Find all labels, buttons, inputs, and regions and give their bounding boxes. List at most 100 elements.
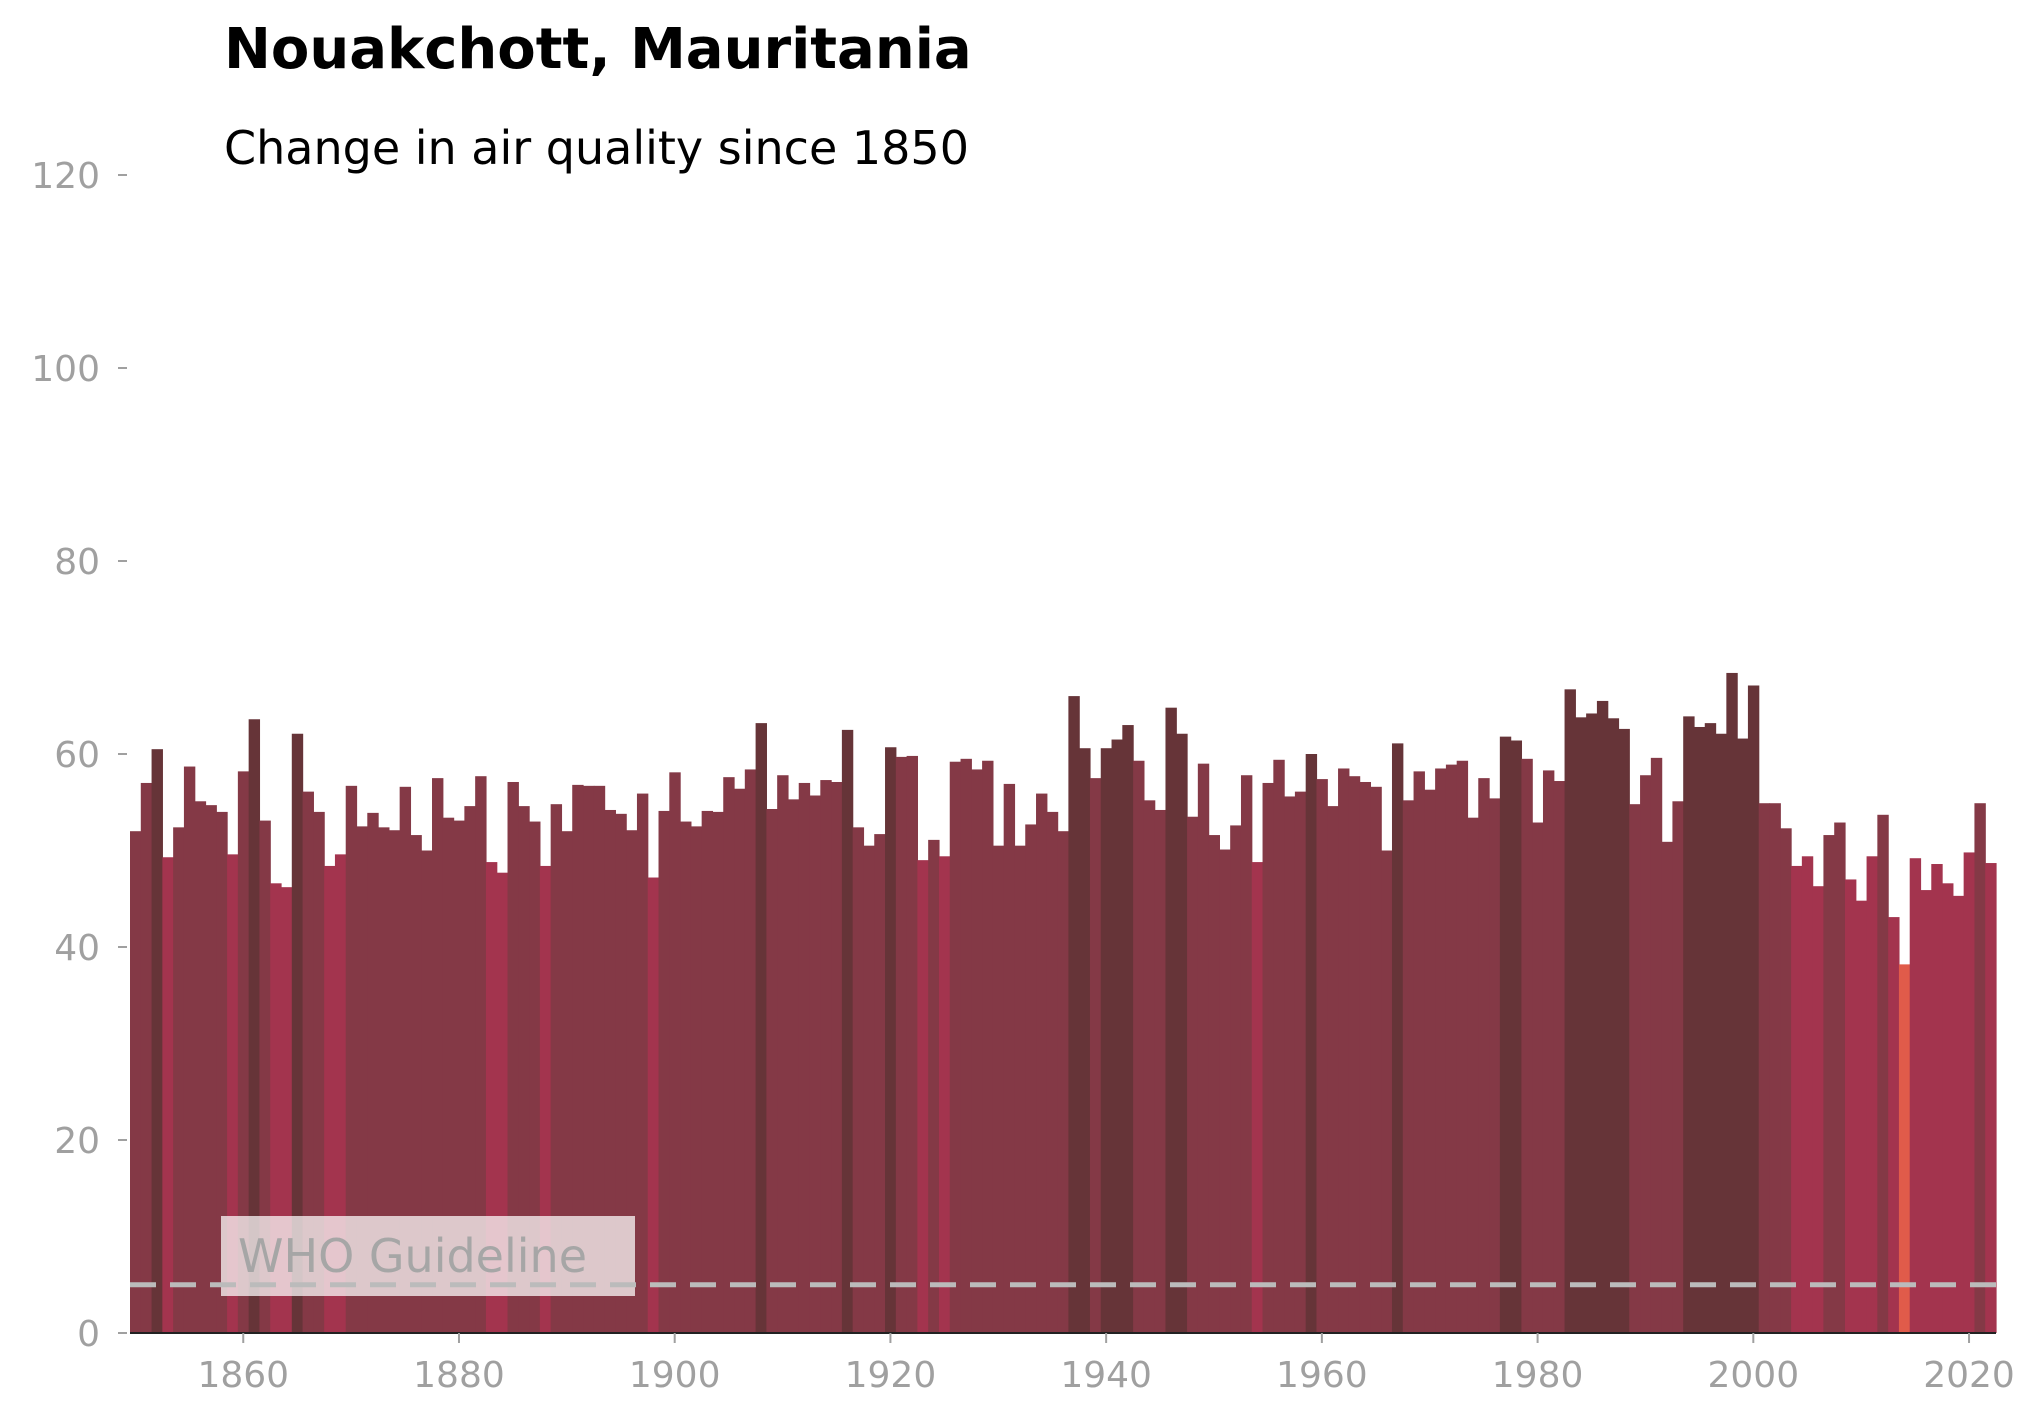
- bar-1931: [1003, 783, 1016, 1333]
- bar-1979: [1521, 758, 1533, 1333]
- bar-1872: [367, 812, 379, 1333]
- bar-1989: [1629, 804, 1641, 1333]
- bar-1994: [1683, 716, 1695, 1333]
- bar-1961: [1327, 806, 1339, 1333]
- bar-1857: [205, 805, 217, 1333]
- bar-2014: [1898, 964, 1911, 1333]
- bar-1874: [388, 830, 401, 1333]
- bar-2013: [1888, 917, 1900, 1333]
- bar-1868: [324, 865, 336, 1333]
- bar-1945: [1154, 809, 1167, 1333]
- bar-1949: [1197, 763, 1210, 1333]
- bar-1938: [1079, 748, 1091, 1333]
- bar-1941: [1111, 739, 1123, 1333]
- bar-1904: [712, 811, 724, 1333]
- bar-1948: [1187, 816, 1199, 1333]
- y-tick-label: 120: [31, 156, 100, 197]
- bar-1909: [766, 809, 778, 1333]
- bar-1963: [1348, 776, 1361, 1333]
- bar-1947: [1176, 733, 1188, 1333]
- bar-1930: [992, 845, 1005, 1333]
- bar-2016: [1920, 890, 1932, 1333]
- bar-1914: [820, 780, 832, 1333]
- bar-2017: [1931, 864, 1943, 1333]
- bar-1918: [863, 845, 875, 1333]
- x-tick-label: 2020: [1923, 1355, 2015, 1396]
- bar-1939: [1089, 778, 1102, 1334]
- bar-1862: [259, 820, 271, 1333]
- bar-1990: [1640, 775, 1652, 1333]
- bar-1987: [1607, 718, 1620, 1333]
- bar-1927: [960, 758, 972, 1333]
- bar-2009: [1844, 879, 1857, 1333]
- bar-1929: [982, 760, 994, 1333]
- bar-1968: [1402, 800, 1415, 1333]
- bar-1875: [399, 786, 412, 1333]
- bar-1971: [1435, 768, 1447, 1333]
- bar-series: [130, 672, 1997, 1334]
- bar-1950: [1208, 835, 1220, 1333]
- bar-1981: [1542, 770, 1555, 1333]
- bar-1888: [539, 865, 552, 1333]
- bar-1993: [1672, 801, 1684, 1333]
- bar-1935: [1046, 811, 1059, 1333]
- bar-1924: [928, 839, 940, 1333]
- bar-1882: [475, 776, 487, 1333]
- bar-1992: [1661, 841, 1674, 1333]
- bar-2020: [1963, 852, 1976, 1333]
- bar-1960: [1316, 779, 1328, 1333]
- bar-1917: [852, 827, 865, 1333]
- bar-2001: [1758, 803, 1771, 1333]
- bar-1972: [1445, 764, 1458, 1333]
- bar-1942: [1122, 725, 1134, 1333]
- bar-1895: [615, 813, 627, 1333]
- bar-1999: [1737, 738, 1749, 1333]
- bar-1881: [464, 806, 476, 1333]
- bar-1985: [1586, 713, 1598, 1333]
- bar-1998: [1726, 672, 1738, 1333]
- who-guideline: WHO Guideline: [130, 1216, 1996, 1296]
- bar-1851: [140, 782, 153, 1333]
- bar-1915: [831, 781, 843, 1333]
- bar-1864: [281, 887, 293, 1333]
- bar-1866: [302, 791, 314, 1333]
- bar-1986: [1596, 700, 1609, 1333]
- bar-1940: [1100, 748, 1113, 1333]
- bar-1944: [1143, 800, 1156, 1333]
- bar-1916: [841, 729, 854, 1334]
- bar-1906: [734, 788, 746, 1333]
- bar-1983: [1564, 689, 1576, 1333]
- bar-1853: [162, 857, 174, 1333]
- y-tick-label: 40: [54, 928, 100, 969]
- x-tick-label: 1980: [1492, 1355, 1584, 1396]
- bar-2003: [1780, 828, 1792, 1333]
- bar-1889: [550, 804, 563, 1333]
- bar-2000: [1747, 685, 1760, 1333]
- bar-1958: [1294, 791, 1307, 1333]
- bar-1975: [1478, 778, 1490, 1334]
- y-tick-label: 60: [54, 735, 100, 776]
- bar-1884: [496, 872, 509, 1333]
- bar-2022: [1985, 863, 1997, 1333]
- bar-1919: [874, 834, 886, 1333]
- x-tick-label: 1960: [1276, 1355, 1368, 1396]
- bar-1988: [1618, 728, 1630, 1333]
- bar-2006: [1812, 886, 1825, 1333]
- bar-1855: [183, 766, 196, 1333]
- bar-1893: [593, 785, 606, 1333]
- bar-1962: [1338, 768, 1350, 1333]
- x-tick-label: 1900: [629, 1355, 721, 1396]
- bar-1952: [1230, 825, 1242, 1333]
- bar-1854: [173, 827, 185, 1333]
- bar-1953: [1240, 775, 1253, 1333]
- bar-1912: [798, 782, 811, 1333]
- x-tick-label: 1860: [197, 1355, 289, 1396]
- y-tick-label: 100: [31, 349, 100, 390]
- bar-1980: [1532, 822, 1544, 1333]
- bar-1959: [1305, 754, 1318, 1333]
- bar-1967: [1391, 743, 1404, 1333]
- bar-1928: [971, 769, 983, 1333]
- who-guideline-label: WHO Guideline: [238, 1229, 587, 1283]
- bar-1894: [604, 809, 616, 1333]
